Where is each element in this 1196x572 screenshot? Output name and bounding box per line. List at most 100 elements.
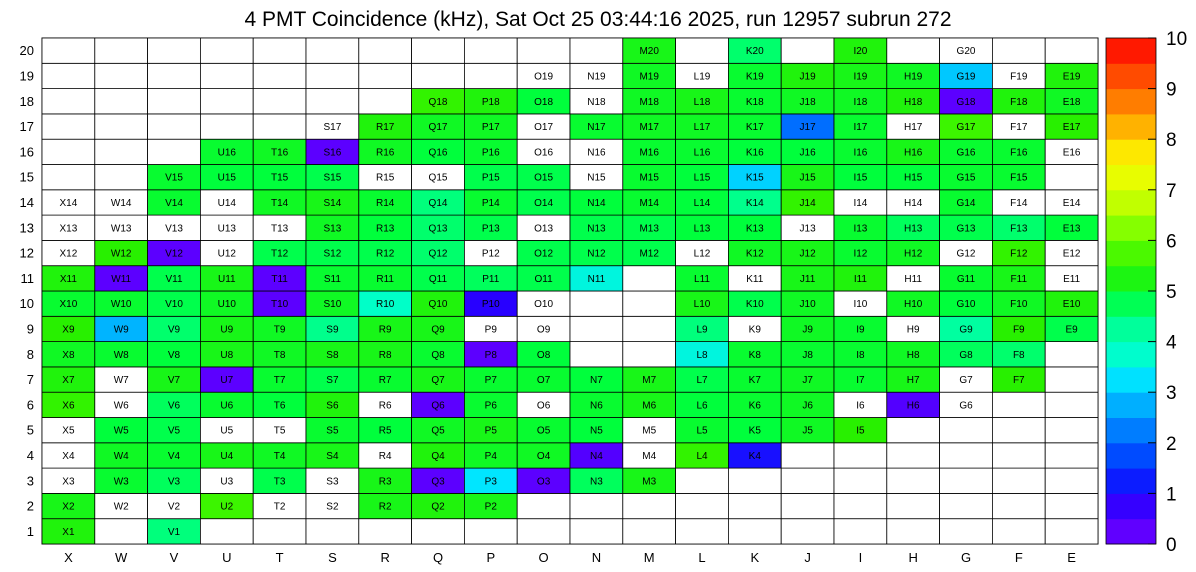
cell-label: L9 <box>696 324 708 335</box>
cell-label: V10 <box>165 299 183 310</box>
cell-label: Q14 <box>429 198 448 209</box>
cell-label: P16 <box>482 147 500 158</box>
y-tick-label: 4 <box>27 448 34 463</box>
x-tick-label: K <box>750 550 759 565</box>
cell-label: U16 <box>218 147 237 158</box>
heatmap-cell <box>41 341 96 368</box>
y-tick-label: 14 <box>20 195 34 210</box>
cell-label: P13 <box>482 223 500 234</box>
color-scale-tick-label: 6 <box>1166 231 1177 252</box>
heatmap-cell <box>358 62 412 89</box>
heatmap-cell <box>252 341 307 368</box>
heatmap-cell <box>147 138 201 165</box>
heatmap-cell <box>305 138 360 165</box>
heatmap-cell <box>305 467 360 494</box>
cell-label: P4 <box>485 451 498 462</box>
cell-label: O15 <box>534 173 553 184</box>
cell-label: G11 <box>957 274 976 285</box>
heatmap-cell <box>199 113 254 140</box>
heatmap-cell <box>675 62 729 89</box>
cell-label: W14 <box>111 198 132 209</box>
heatmap-cell <box>675 164 729 191</box>
cell-label: M18 <box>639 97 659 108</box>
heatmap-cell <box>675 290 729 317</box>
heatmap-cell <box>939 189 993 216</box>
cell-label: J13 <box>800 223 817 234</box>
cell-label: L18 <box>694 97 711 108</box>
cell-label: W6 <box>114 400 129 411</box>
heatmap-cell <box>41 239 96 267</box>
cell-label: U15 <box>218 173 237 184</box>
heatmap-cell <box>411 138 465 165</box>
color-scale-labels: 0 1 2 3 4 5 6 7 8 9 10 <box>1148 29 1187 556</box>
cell-label: O3 <box>537 476 551 487</box>
x-tick-label: G <box>961 550 971 565</box>
color-scale-band <box>1106 215 1156 241</box>
heatmap-cell <box>569 290 624 317</box>
cell-label: E11 <box>1063 274 1080 285</box>
cell-label: G15 <box>957 173 976 184</box>
heatmap-cell <box>939 315 993 342</box>
cell-label: P8 <box>485 350 498 361</box>
heatmap-cell <box>675 315 729 342</box>
heatmap-cell <box>780 391 835 418</box>
heatmap-cell <box>94 164 149 191</box>
heatmap-cell <box>463 239 518 267</box>
heatmap-cell <box>358 518 412 545</box>
cell-label: M19 <box>639 71 659 82</box>
chart-title: 4 PMT Coincidence (kHz), Sat Oct 25 03:4… <box>244 8 951 31</box>
heatmap-cell <box>1044 265 1099 292</box>
heatmap-cell <box>622 417 676 444</box>
heatmap-cell <box>199 164 254 191</box>
cell-label: N17 <box>587 122 606 133</box>
cell-label: S13 <box>324 223 342 234</box>
cell-label: W13 <box>111 223 132 234</box>
heatmap-cell <box>780 164 835 191</box>
cell-label: V7 <box>168 375 181 386</box>
heatmap-cell <box>992 417 1046 444</box>
cell-label: L5 <box>696 426 708 437</box>
cell-label: U13 <box>218 223 237 234</box>
cell-label: Q13 <box>429 223 448 234</box>
heatmap-cell <box>94 341 149 368</box>
y-tick-label: 3 <box>27 473 34 488</box>
heatmap-cell <box>199 290 254 317</box>
heatmap-cell <box>41 391 96 418</box>
heatmap-cell <box>622 366 676 393</box>
cell-label: N16 <box>587 147 606 158</box>
cell-label: K12 <box>746 249 764 260</box>
cell-label: R16 <box>376 147 395 158</box>
heatmap-cell <box>728 492 782 520</box>
cell-label: N5 <box>590 426 603 437</box>
color-scale-band <box>1106 366 1156 393</box>
heatmap-cell <box>728 315 782 342</box>
y-tick-label: 5 <box>27 423 34 438</box>
heatmap-cell <box>252 492 307 520</box>
cell-label: U11 <box>218 274 236 285</box>
heatmap-cell <box>622 62 676 89</box>
heatmap-cell <box>305 265 360 292</box>
heatmap-cell <box>252 189 307 216</box>
heatmap-cell <box>675 518 729 545</box>
cell-label: G10 <box>957 299 976 310</box>
heatmap-cell <box>147 189 201 216</box>
heatmap-cell <box>199 518 254 545</box>
cell-label: G14 <box>957 198 976 209</box>
heatmap-cell <box>780 62 835 89</box>
cell-label: F18 <box>1010 97 1028 108</box>
heatmap-cell <box>728 442 782 469</box>
heatmap-cell <box>516 88 571 115</box>
cell-label: O7 <box>537 375 551 386</box>
heatmap-cell <box>939 442 993 469</box>
heatmap-cell <box>252 164 307 191</box>
cell-label: J9 <box>802 324 813 335</box>
heatmap-cell <box>780 442 835 469</box>
heatmap-cell <box>675 138 729 165</box>
heatmap-cell <box>199 442 254 469</box>
heatmap-cell <box>939 492 993 520</box>
heatmap-cell <box>147 341 201 368</box>
cell-label: Q17 <box>429 122 448 133</box>
cell-label: J11 <box>800 274 816 285</box>
heatmap-cell <box>939 37 993 64</box>
